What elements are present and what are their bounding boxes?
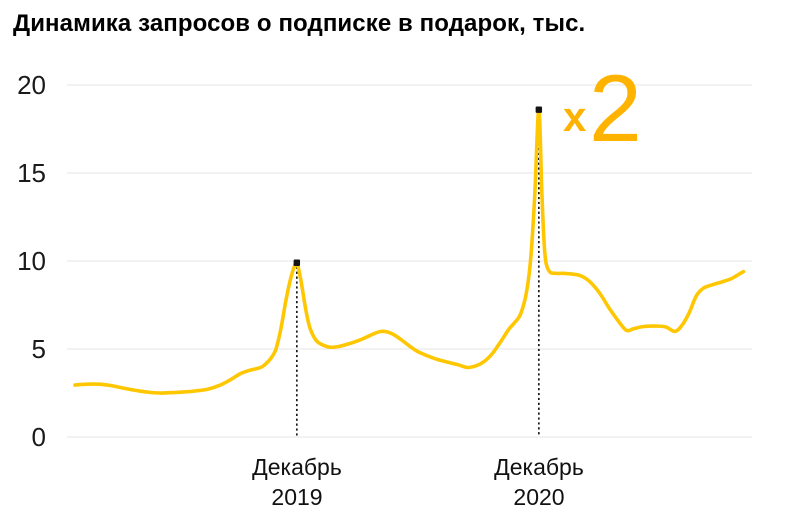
y-axis-tick-label: 20 (17, 70, 46, 100)
x-axis-label-dec-2020: Декабрь 2020 (454, 452, 624, 512)
peak-markers (293, 106, 543, 266)
peak-dotted-lines (295, 113, 540, 437)
x-axis-label-month: Декабрь (252, 454, 342, 480)
x-axis-label-dec-2019: Декабрь 2019 (212, 452, 382, 512)
y-gridlines (67, 84, 752, 438)
series-curve (73, 107, 746, 395)
y-axis-tick-labels: 0 5 10 15 20 (17, 70, 46, 452)
y-axis-tick-label: 10 (17, 246, 46, 276)
series-line (73, 107, 746, 395)
x-axis-label-year: 2020 (513, 484, 565, 510)
y-axis-tick-label: 0 (32, 422, 46, 452)
peak-marker (293, 259, 301, 266)
x-axis-label-month: Декабрь (494, 454, 584, 480)
peak-marker (535, 106, 543, 113)
y-axis-tick-label: 5 (32, 334, 46, 364)
chart-title: Динамика запросов о подписке в подарок, … (13, 10, 586, 37)
y-axis-tick-label: 15 (17, 158, 46, 188)
x-axis-label-year: 2019 (271, 484, 323, 510)
